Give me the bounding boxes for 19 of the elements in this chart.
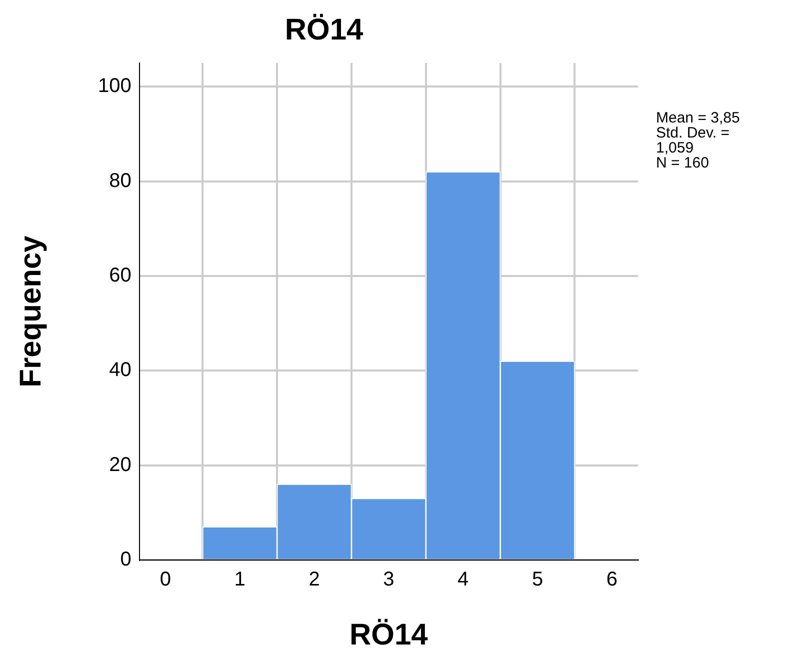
x-tick-label: 2 xyxy=(308,568,320,591)
x-tick-label: 5 xyxy=(532,568,544,591)
chart-title: RÖ14 xyxy=(284,13,364,46)
x-axis-title: RÖ14 xyxy=(349,618,428,652)
y-tick-label: 20 xyxy=(109,454,132,476)
text: N = 160 xyxy=(656,154,709,172)
y-tick-label: 40 xyxy=(109,359,132,382)
text: Mean = 3,85 xyxy=(656,110,740,127)
text: Std. Dev. = 1,059 xyxy=(656,124,730,157)
x-tick-label: 0 xyxy=(160,568,171,591)
y-tick-label: 60 xyxy=(109,264,132,287)
y-tick-label: 100 xyxy=(98,75,132,98)
y-tick-label: 0 xyxy=(120,548,132,571)
y-axis-title: Frequency xyxy=(14,235,48,388)
x-tick-label: 1 xyxy=(234,568,246,591)
x-tick-label: 3 xyxy=(383,568,394,591)
x-tick-label: 6 xyxy=(606,568,618,591)
x-tick-label: 4 xyxy=(458,568,469,591)
y-tick-label: 80 xyxy=(109,170,132,192)
